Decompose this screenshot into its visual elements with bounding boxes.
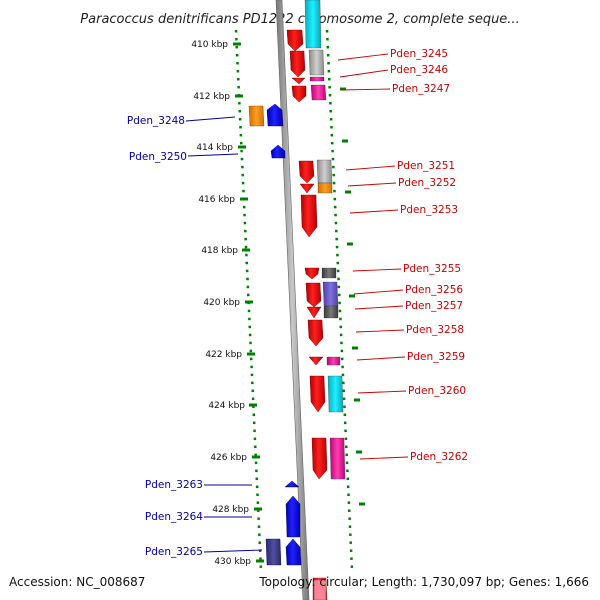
gene-block-cyan	[327, 375, 344, 413]
chromosome-title: Paracoccus denitrificans PD1222 chromoso…	[80, 12, 519, 27]
kbp-label: 430 kbp	[214, 557, 251, 567]
gene-arrow-reverse	[309, 375, 326, 413]
gene-arrow-reverse	[307, 319, 324, 347]
gene-block-darkgrey	[323, 305, 339, 319]
kbp-label: 428 kbp	[212, 505, 249, 515]
gene-label-pden-3247[interactable]: Pden_3247	[392, 83, 450, 95]
gene-block-grey	[316, 159, 333, 184]
gene-arrow-forward	[284, 480, 300, 488]
gene-label-pden-3250[interactable]: Pden_3250	[129, 151, 187, 163]
gene-label-pden-3252[interactable]: Pden_3252	[398, 177, 456, 189]
gene-arrow-forward	[270, 144, 286, 159]
gene-block-orange	[248, 105, 265, 127]
gene-label-pden-3245[interactable]: Pden_3245	[390, 48, 448, 60]
kbp-label: 426 kbp	[210, 453, 247, 463]
gene-arrow-forward	[266, 103, 284, 127]
companion-gene-blocks	[304, 0, 346, 600]
forward-strand-genes	[248, 103, 302, 566]
kbp-label: 416 kbp	[198, 195, 235, 205]
gene-label-pden-3251[interactable]: Pden_3251	[397, 160, 455, 172]
gene-arrow-reverse	[291, 77, 306, 85]
gene-block-orange	[317, 182, 333, 194]
gene-arrow-reverse	[298, 160, 315, 184]
gene-arrow-reverse	[306, 306, 322, 319]
right-leader-lines	[337, 53, 409, 460]
gene-label-pden-3260[interactable]: Pden_3260	[408, 385, 466, 397]
kbp-label: 420 kbp	[203, 298, 240, 308]
kbp-label: 412 kbp	[193, 92, 230, 102]
gene-label-pden-3257[interactable]: Pden_3257	[405, 300, 463, 312]
gene-block-navy	[265, 538, 282, 566]
gene-arrow-reverse	[304, 267, 320, 280]
gene-label-pden-3259[interactable]: Pden_3259	[407, 351, 465, 363]
kbp-label: 410 kbp	[191, 40, 228, 50]
right-scale-line	[325, 29, 354, 571]
gene-label-pden-3248[interactable]: Pden_3248	[127, 115, 185, 127]
gene-label-pden-3258[interactable]: Pden_3258	[406, 324, 464, 336]
gene-label-pden-3255[interactable]: Pden_3255	[403, 263, 461, 275]
tick-marks	[233, 42, 365, 563]
gene-block-pink	[309, 76, 325, 82]
gene-block-cyan	[304, 0, 322, 49]
kbp-label: 418 kbp	[201, 246, 238, 256]
gene-block-darkgrey	[321, 267, 337, 279]
gene-arrow-reverse	[305, 282, 322, 308]
gene-arrow-reverse	[289, 50, 306, 78]
gene-arrow-reverse	[286, 29, 304, 52]
left-leader-lines	[185, 116, 263, 553]
gene-block-purple	[322, 281, 339, 307]
left-scale-line	[234, 29, 263, 571]
gene-label-pden-3256[interactable]: Pden_3256	[405, 284, 463, 296]
gene-label-pden-3262[interactable]: Pden_3262	[410, 451, 468, 463]
gene-arrow-forward	[285, 538, 302, 566]
gene-label-pden-3265[interactable]: Pden_3265	[145, 546, 203, 558]
topology-text: Topology: circular; Length: 1,730,097 bp…	[258, 575, 589, 589]
gene-block-grey	[308, 49, 325, 76]
gene-block-pink	[313, 579, 327, 600]
gene-arrow-forward	[285, 495, 301, 538]
gene-block-pink	[310, 84, 327, 101]
kbp-label: 414 kbp	[196, 143, 233, 153]
gene-label-pden-3264[interactable]: Pden_3264	[145, 511, 203, 523]
gene-label-pden-3246[interactable]: Pden_3246	[390, 64, 448, 76]
gene-block-pink	[329, 437, 346, 480]
kbp-label: 424 kbp	[208, 401, 245, 411]
gene-arrow-reverse	[311, 437, 328, 480]
gene-arrow-reverse	[291, 85, 307, 103]
gene-arrow-reverse	[299, 183, 315, 194]
gene-arrow-reverse	[300, 194, 318, 238]
gene-arrow-reverse	[308, 356, 324, 366]
gene-label-pden-3263[interactable]: Pden_3263	[145, 479, 203, 491]
kbp-label: 422 kbp	[205, 350, 242, 360]
gene-block-pink	[326, 356, 341, 366]
reverse-strand-genes	[286, 29, 328, 600]
gene-label-pden-3253[interactable]: Pden_3253	[400, 204, 458, 216]
accession-text: Accession: NC_008687	[9, 575, 145, 589]
backbone-axis	[275, 0, 310, 600]
